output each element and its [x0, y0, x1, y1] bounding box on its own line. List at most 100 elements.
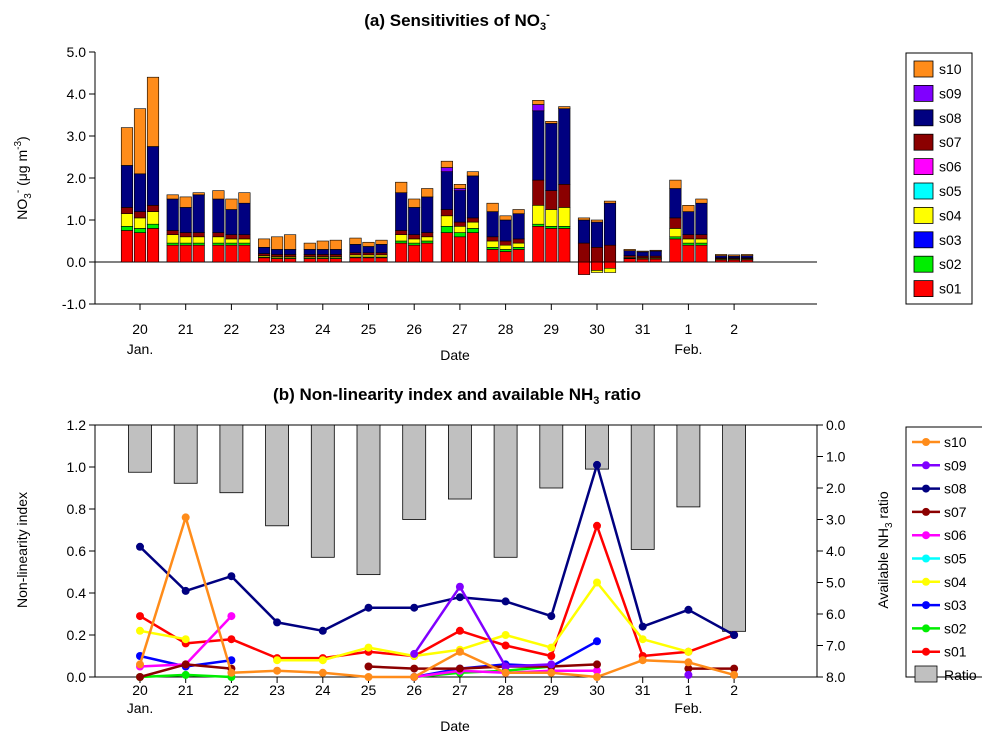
bar-segment-s04 — [238, 238, 251, 244]
panel-b-tick-labels: 0.0 0.2 0.4 0.6 0.8 1.0 1.2 0.0 1.0 2.0 3.0 4.0 5.0 6… — [67, 417, 846, 716]
bar-segment-s04 — [133, 217, 147, 229]
bar-segment-s10 — [499, 215, 512, 221]
panel-b-ytick-label: 1.0 — [67, 459, 87, 475]
legend-marker-s02 — [922, 624, 930, 633]
bar-segment-s08 — [408, 207, 421, 235]
ratio-bar — [356, 424, 381, 576]
bar-segment-s04 — [603, 267, 617, 273]
point-s01 — [501, 641, 510, 650]
panel-b-month-label: Jan. — [127, 700, 153, 716]
panel-a-ytick-label: 3.0 — [67, 128, 87, 144]
bar-segment-s04 — [558, 207, 571, 227]
bar-segment-s08 — [590, 221, 604, 248]
bar-segment-s07 — [532, 179, 545, 206]
bar-segment-s08 — [669, 188, 682, 219]
panel-b-xtick-label: 20 — [132, 682, 148, 698]
point-s04 — [318, 656, 327, 665]
bar-segment-s07 — [558, 184, 571, 208]
legend-marker-s04 — [922, 577, 930, 586]
legend-label-s09: s09 — [939, 85, 962, 101]
bar-segment-s02 — [558, 226, 571, 229]
bar-segment-s01 — [408, 244, 421, 263]
bar-segment-s01 — [649, 258, 662, 263]
legend-swatch-s06 — [913, 158, 934, 176]
panel-b-ytick-label: 0.0 — [67, 669, 87, 685]
panel-b-lines — [136, 460, 739, 681]
bar-segment-s04 — [499, 244, 512, 250]
bar-segment-s08 — [329, 249, 342, 255]
point-s10 — [501, 668, 510, 677]
legend-label-s01: s01 — [939, 281, 962, 297]
bar-segment-s04 — [375, 254, 388, 258]
bar-segment-s07 — [179, 232, 192, 238]
panel-a-ytick-label: 1.0 — [67, 212, 87, 228]
bar-segment-s07 — [577, 242, 591, 263]
point-s10 — [410, 673, 419, 681]
bar-segment-s08 — [395, 192, 408, 231]
bar-segment-s02 — [695, 242, 708, 246]
bar-segment-s10 — [466, 171, 479, 177]
bar-segment-s07 — [166, 230, 179, 235]
point-s04 — [593, 578, 601, 587]
panel-b-xtick-label: 24 — [315, 682, 331, 698]
point-s01 — [136, 612, 144, 621]
legend-swatch-s08 — [913, 109, 934, 127]
point-s10 — [638, 656, 647, 665]
panel-a-ytick-label: 0.0 — [67, 254, 87, 270]
bar-segment-s08 — [466, 175, 479, 219]
panel-b-legend: s10 s09 s08 s07 s06 s05 s04 s03 s02 s01 Ratio — [912, 434, 977, 683]
bar-segment-s08 — [421, 196, 434, 233]
bar-segment-s10 — [715, 254, 728, 257]
bar-segment-s08 — [258, 247, 271, 254]
bar-segment-s02 — [146, 223, 160, 229]
bar-segment-s07 — [146, 205, 160, 212]
bar-segment-s04 — [166, 234, 179, 244]
line-s09 — [413, 585, 552, 668]
ratio-bar — [402, 424, 427, 520]
panel-a-ytick-label: 4.0 — [67, 86, 87, 102]
bar-segment-s02 — [532, 223, 545, 227]
bar-segment-s08 — [682, 211, 695, 236]
bar-segment-s01 — [440, 232, 453, 263]
legend-label-s07: s07 — [939, 134, 962, 150]
bar-segment-s01 — [316, 258, 329, 263]
bar-segment-s01 — [179, 244, 192, 263]
panel-b-ytick-label: 0.4 — [67, 585, 87, 601]
bar-segment-s02 — [179, 242, 192, 246]
panel-b-ylabel: Non-linearity index — [14, 492, 30, 608]
bar-segment-s08 — [577, 219, 591, 244]
bar-segment-s01 — [192, 244, 205, 263]
bar-segment-s07 — [408, 234, 421, 240]
panel-a-ytick-label: 2.0 — [67, 170, 87, 186]
panel-a-xtick-label: 29 — [544, 321, 560, 337]
point-s07 — [593, 660, 601, 669]
ratio-bar — [630, 424, 655, 550]
bar-segment-s02 — [120, 226, 134, 231]
panel-a-xtick-label: 2 — [730, 321, 738, 337]
legend-label-s08: s08 — [944, 481, 967, 497]
legend-marker-s05 — [922, 554, 930, 563]
panel-a-ytick-label: -1.0 — [62, 296, 86, 312]
panel-b-title: (b) Non-linearity index and available NH… — [273, 385, 641, 407]
bar-segment-s10 — [146, 76, 160, 147]
bar-segment-s09 — [453, 188, 466, 191]
bar-segment-s10 — [558, 106, 571, 109]
bar-segment-s08 — [179, 207, 192, 233]
bar-segment-s02 — [408, 242, 421, 246]
bar-segment-s07 — [120, 207, 134, 214]
bar-segment-s09 — [532, 104, 545, 112]
legend-label-s04: s04 — [944, 574, 967, 590]
panel-a-legend: s10 s09 s08 s07 s06 s05 s04 s03 s02 s01 — [913, 60, 962, 298]
panel-a-xtick-label: 31 — [635, 321, 651, 337]
panel-b-y2tick-label: 7.0 — [826, 638, 846, 654]
bar-segment-s07 — [466, 217, 479, 223]
bar-segment-s04 — [362, 254, 375, 258]
point-s08 — [181, 586, 190, 595]
bar-segment-s04 — [212, 236, 225, 244]
bar-segment-s10 — [349, 237, 362, 245]
point-s08 — [318, 626, 327, 635]
bar-segment-s10 — [375, 239, 388, 245]
bar-segment-s07 — [440, 209, 453, 217]
bar-segment-s10 — [682, 205, 695, 212]
